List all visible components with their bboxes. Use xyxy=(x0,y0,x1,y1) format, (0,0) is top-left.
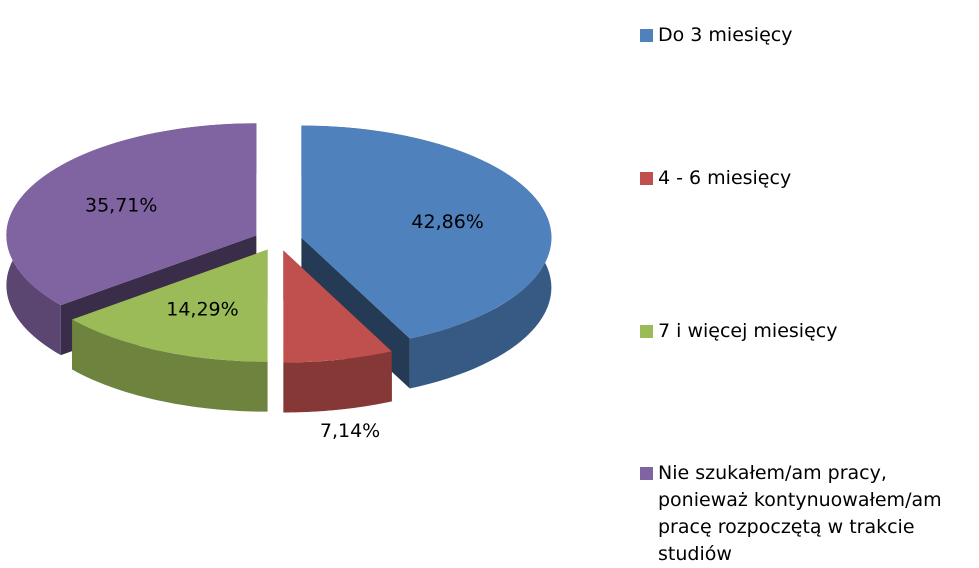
legend-label: 4 - 6 miesięcy xyxy=(658,167,792,189)
data-label: 42,86% xyxy=(411,211,483,233)
data-label: 7,14% xyxy=(320,420,380,442)
legend-swatch xyxy=(640,172,653,185)
legend-item: 7 i więcej miesięcy xyxy=(640,318,975,345)
legend-swatch xyxy=(640,29,653,42)
legend-label: Do 3 miesięcy xyxy=(658,24,793,46)
legend-label: 7 i więcej miesięcy xyxy=(658,320,838,342)
slice xyxy=(301,125,552,339)
pie-area: 42,86% 7,14% 14,29% 35,71% xyxy=(6,123,552,442)
data-label: 35,71% xyxy=(85,195,157,217)
slice-tops xyxy=(6,123,552,363)
slice xyxy=(6,123,257,306)
legend-item: Do 3 miesięcy xyxy=(640,22,975,49)
slice-band xyxy=(283,351,392,413)
legend-swatch xyxy=(640,467,653,480)
slice-band xyxy=(72,319,268,412)
legend-label: Nie szukałem/am pracy, ponieważ kontynuo… xyxy=(658,462,942,565)
legend-swatch xyxy=(640,325,653,338)
data-label: 14,29% xyxy=(166,299,238,321)
slice xyxy=(72,249,268,362)
legend-item: 4 - 6 miesięcy xyxy=(640,165,975,192)
legend-item: Nie szukałem/am pracy, ponieważ kontynuo… xyxy=(640,460,975,568)
slice xyxy=(283,250,392,363)
